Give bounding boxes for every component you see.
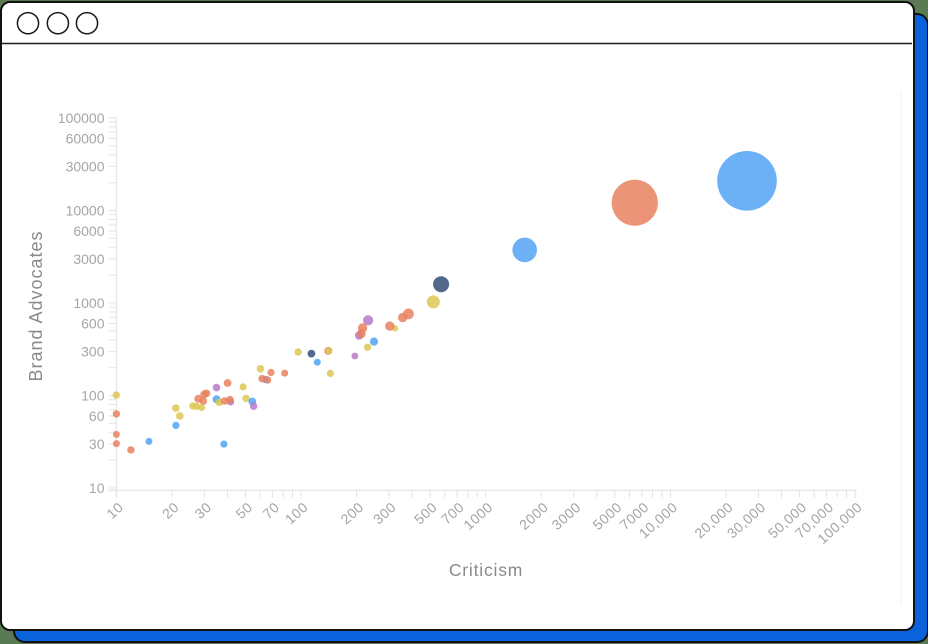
svg-text:10: 10 [89, 480, 105, 496]
svg-text:60: 60 [89, 408, 105, 424]
svg-text:30: 30 [191, 499, 214, 522]
svg-text:300: 300 [370, 499, 399, 528]
svg-text:3000: 3000 [73, 251, 104, 267]
svg-text:10: 10 [103, 499, 126, 522]
svg-text:Criticism: Criticism [449, 560, 523, 580]
svg-text:70: 70 [259, 499, 282, 522]
svg-text:100: 100 [81, 388, 105, 404]
svg-text:60000: 60000 [66, 131, 105, 147]
svg-text:2000: 2000 [516, 499, 551, 533]
svg-text:20: 20 [159, 499, 182, 522]
svg-text:600: 600 [81, 316, 105, 332]
svg-text:100: 100 [282, 499, 311, 528]
svg-text:300: 300 [81, 343, 105, 359]
svg-text:500: 500 [411, 499, 440, 528]
svg-text:1000: 1000 [460, 499, 495, 533]
svg-text:30: 30 [89, 436, 105, 452]
svg-text:6000: 6000 [73, 223, 104, 239]
svg-text:5000: 5000 [589, 499, 624, 533]
svg-text:200: 200 [337, 499, 366, 528]
svg-text:30000: 30000 [66, 158, 105, 174]
svg-text:10000: 10000 [66, 203, 105, 219]
svg-text:100000: 100000 [58, 110, 105, 126]
svg-text:50: 50 [232, 499, 255, 522]
svg-text:Brand Advocates: Brand Advocates [26, 230, 46, 381]
svg-text:1000: 1000 [73, 295, 104, 311]
svg-text:3000: 3000 [548, 499, 583, 533]
